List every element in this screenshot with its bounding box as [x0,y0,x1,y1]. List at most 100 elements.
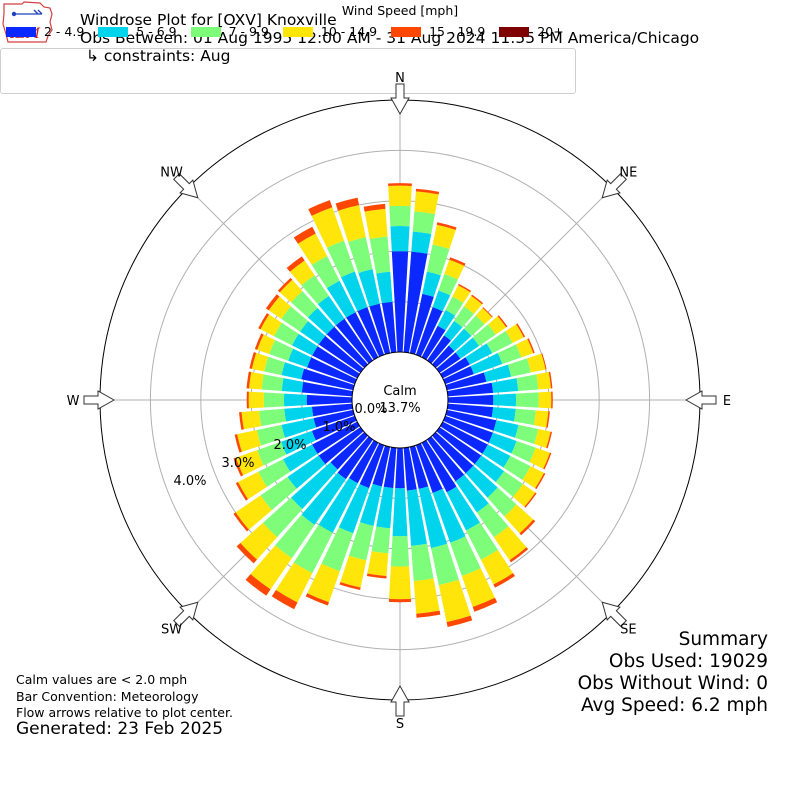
windrose-bar-segment [269,339,294,361]
windrose-bar-segment [436,222,457,230]
windrose-bar-segment [358,269,380,307]
legend-swatch [98,26,129,37]
windrose-bar-segment [301,275,329,305]
windrose-bar-segment [383,447,397,489]
windrose-bar-segment [240,522,278,560]
windrose-bar-segment [533,410,549,428]
compass-label-ne: NE [619,166,637,181]
windrose-bar-segment [390,535,410,567]
windrose-bar-segment [281,378,304,393]
windrose-bar-segment [416,610,441,618]
windrose-bar-segment [369,236,391,274]
windrose-bar-segment [366,573,387,579]
windrose-bar-segment [515,392,539,408]
windrose-bar-segment [275,514,315,559]
windrose-bar-segment [311,256,340,289]
windrose-bar-segment [326,326,368,368]
windrose-bar-segment [357,307,385,357]
summary-avg-speed: Avg Speed: 6.2 mph [580,695,768,716]
windrose-bar-segment [248,391,265,409]
windrose-bar-segment [541,353,547,370]
windrose-bar-segment [482,444,511,468]
windrose-bar-segment [488,316,507,335]
windrose-bar-segment [514,408,536,426]
windrose-bar-segment [440,421,488,454]
windrose-bar-segment [237,430,261,452]
bars-layer [233,183,553,628]
obs-between: Obs Between: 01 Aug 1995 12:00 AM - 31 A… [80,29,700,47]
windrose-bar-segment [534,429,551,448]
windrose-bar-segment [372,445,391,487]
windrose-bar-segment [432,345,455,368]
windrose-bar-segment [293,226,316,244]
windrose-bar-segment [406,489,428,546]
windrose-bar-segment [437,309,456,331]
windrose-bar-segment [277,277,293,293]
windrose-bar-segment [395,447,405,489]
windrose-bar-segment [450,536,481,577]
windrose-bar-segment [254,333,264,350]
windrose-bar-segment [455,474,489,513]
windrose-bar-segment [233,512,249,532]
calm-label: Calm [383,384,416,399]
windrose-bar-segment [321,527,354,572]
windrose-bar-segment [235,482,248,501]
windrose-bar-segment [311,403,353,417]
windrose-bar-segment [431,543,459,586]
windrose-bar-segment [388,598,412,603]
windrose-bar-segment [455,337,480,359]
windrose-bar-segment [337,205,366,242]
legend-item: 2 - 4.9 [6,24,84,39]
legend-label: 10 - 14.9 [320,24,378,39]
windrose-bar-segment [432,224,456,250]
windrose-bar-segment [307,357,357,385]
windrose-bar-segment [538,391,552,409]
windrose-bar-segment [364,208,388,239]
windrose-bar-segment [363,203,386,212]
windrose-bar-segment [326,280,356,318]
windrose-bar-segment [432,488,466,543]
windrose-bar-segment [436,352,461,373]
windrose-bar-segment [449,257,466,266]
legend-swatch [190,26,221,37]
windrose-bar-segment [271,589,298,610]
windrose-bar-segment [491,378,519,393]
windrose-bar-segment [438,273,458,296]
windrose-bar-segment [281,362,305,380]
windrose-bar-segment [503,455,531,480]
windrose-bar-segment [390,225,410,252]
windrose-bar-segment [411,231,432,254]
windrose-bar-segment [348,522,374,561]
windrose-bar-segment [511,440,536,463]
windrose-bar-segment [471,294,484,305]
windrose-bar-segment [403,251,428,353]
legend-item: 5 - 6.9 [98,24,177,39]
windrose-bar-segment [286,256,305,272]
windrose-bar-segment [246,371,252,389]
windrose-bar-segment [465,465,498,498]
windrose-bar-segment [260,314,282,337]
windrose-bar-segment [348,440,379,484]
windrose-bar-segment [311,415,357,441]
windrose-bar-segment [519,519,536,536]
windrose-bar-segment [287,455,326,489]
windrose-bar-segment [392,488,408,537]
windrose-bar-segment [411,543,434,582]
windrose-bar-segment [516,374,539,392]
windrose-bar-segment [258,313,270,330]
windrose-bar-segment [301,381,353,397]
windrose-bar-segment [369,303,391,355]
flow-arrow-icon [83,390,116,410]
windrose-bar-segment [505,324,524,344]
flow-arrow-icon [601,601,627,627]
windrose-bar-segment [281,306,309,332]
windrose-bar-segment [482,307,493,318]
windrose-bar-segment [263,392,285,408]
windrose-bar-segment [461,568,495,607]
windrose-bar-segment [480,549,514,585]
windrose-bar-segment [340,555,367,588]
windrose-bar-segment [236,542,258,564]
windrose-bar-segment [524,492,537,508]
windrose-bar-segment [283,393,307,407]
windrose-bar-segment [289,260,315,286]
